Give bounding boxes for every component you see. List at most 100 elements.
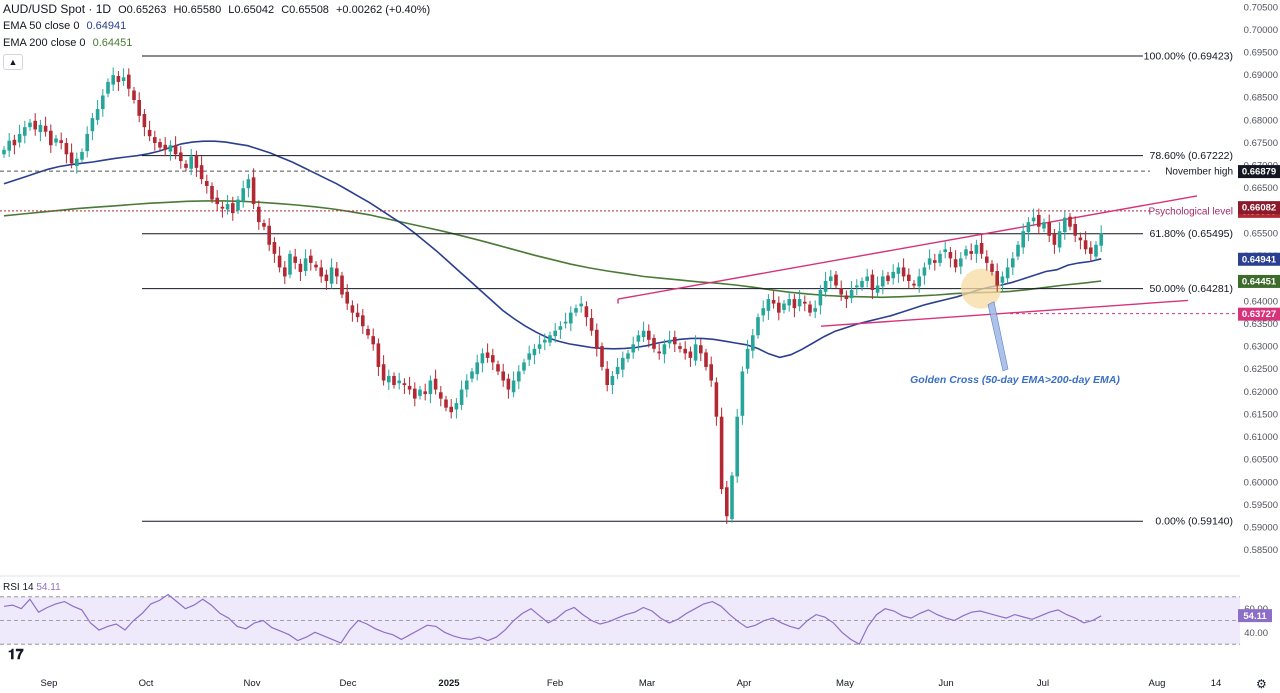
price-tick-label: 0.62500	[1244, 364, 1278, 375]
candle-body	[1099, 233, 1103, 246]
rsi-legend[interactable]: RSI 14 54.11	[3, 582, 61, 593]
candle-body	[1078, 237, 1083, 241]
candle-body	[834, 274, 838, 286]
candle-body	[241, 188, 245, 202]
fib-label: 0.00% (0.59140)	[1155, 516, 1233, 528]
time-axis: Sep Oct Nov Dec 2025 Feb Mar Apr May Jun Jul Aug 14	[41, 678, 1222, 689]
candle-body	[251, 177, 256, 205]
candle-body	[839, 288, 843, 295]
candle-body	[511, 380, 516, 393]
price-tick-label: 0.70500	[1244, 2, 1278, 13]
candle-body	[480, 353, 485, 364]
time-tick-label: May	[836, 678, 854, 689]
candle-body	[132, 90, 136, 101]
price-tick-label: 0.58500	[1244, 545, 1278, 556]
candle-body	[17, 133, 22, 143]
candle-body	[823, 280, 828, 292]
candle-body	[1047, 222, 1051, 236]
candle-body	[875, 285, 880, 293]
ema50-legend[interactable]: EMA 50 close 0 0.64941	[3, 19, 130, 33]
open-value: O0.65263	[118, 4, 167, 16]
candle-body	[194, 155, 199, 168]
price-badge-text: 0.66082	[1242, 203, 1276, 214]
candle-body	[220, 206, 225, 209]
candle-body	[787, 299, 791, 306]
candle-body	[626, 353, 630, 359]
candle-body	[163, 144, 167, 150]
time-tick-label: Aug	[1149, 678, 1166, 689]
golden-cross-highlight	[961, 268, 1001, 309]
candle-body	[371, 336, 375, 345]
candle-body	[147, 129, 152, 137]
rsi-line	[3, 593, 1102, 646]
price-tick-label: 0.65500	[1244, 228, 1278, 239]
ema200-legend-value: 0.64451	[92, 37, 133, 49]
candle-body	[454, 403, 459, 410]
candle-body	[54, 138, 58, 143]
candle-body	[262, 223, 266, 227]
tradingview-logo-icon[interactable]: 𝟏𝟕	[8, 646, 24, 662]
candle-body	[387, 375, 391, 383]
candle-body	[652, 337, 656, 349]
candle-body	[444, 399, 448, 408]
candle-body	[979, 242, 984, 254]
candle-body	[990, 263, 994, 272]
ema50-legend-value: 0.64941	[86, 20, 127, 32]
candle-body	[433, 378, 438, 390]
time-tick-label: Jun	[938, 678, 953, 689]
candle-body	[548, 335, 552, 343]
candle-body	[917, 276, 921, 287]
candle-body	[558, 326, 563, 330]
candle-body	[1073, 223, 1077, 236]
candle-body	[485, 352, 490, 358]
candle-body	[1057, 231, 1062, 248]
candle-body	[38, 124, 43, 133]
candle-body	[636, 335, 641, 342]
price-tick-label: 0.63000	[1244, 342, 1278, 353]
time-tick-label: Apr	[737, 678, 752, 689]
candle-body	[449, 406, 453, 413]
rising-wedge-channel	[617, 195, 1198, 327]
fib-label: 50.00% (0.64281)	[1150, 283, 1233, 295]
candle-body	[127, 74, 131, 89]
candle-body	[501, 371, 505, 381]
candle-body	[407, 385, 412, 390]
candle-body	[886, 275, 890, 281]
candle-body	[106, 81, 110, 94]
candle-body	[595, 329, 599, 349]
price-badge-text: 0.63727	[1242, 309, 1276, 320]
candle-body	[314, 264, 318, 268]
candle-body	[912, 283, 916, 286]
candle-body	[402, 383, 407, 386]
price-tick-label: 0.70000	[1244, 25, 1278, 36]
fib-label: 61.80% (0.65495)	[1150, 228, 1233, 240]
candle-body	[974, 244, 979, 254]
candle-body	[756, 317, 760, 336]
candle-body	[719, 416, 724, 490]
candle-body	[298, 263, 303, 272]
candle-body	[631, 344, 635, 353]
candle-body	[366, 328, 370, 336]
time-tick-label: Feb	[547, 678, 563, 689]
candle-body	[714, 382, 719, 417]
candle-body	[205, 180, 209, 186]
candle-body	[896, 267, 901, 274]
candle-body	[111, 75, 115, 85]
chevron-up-icon[interactable]: ▲	[3, 54, 23, 70]
candle-body	[574, 308, 578, 313]
candle-body	[517, 371, 521, 382]
candle-body	[673, 337, 677, 345]
gear-icon[interactable]: ⚙	[1256, 677, 1267, 691]
ema50-path	[3, 140, 1102, 359]
ema200-legend[interactable]: EMA 200 close 0 0.64451	[3, 36, 136, 50]
candle-body	[101, 95, 105, 110]
candle-body	[657, 351, 661, 354]
candle-body	[1094, 244, 1098, 257]
candle-body	[615, 366, 620, 375]
candle-body	[1083, 240, 1088, 250]
candle-body	[246, 179, 251, 189]
symbol-title[interactable]: AUD/USD Spot · 1D	[3, 2, 112, 16]
candle-body	[288, 253, 292, 275]
candle-body	[964, 249, 968, 256]
